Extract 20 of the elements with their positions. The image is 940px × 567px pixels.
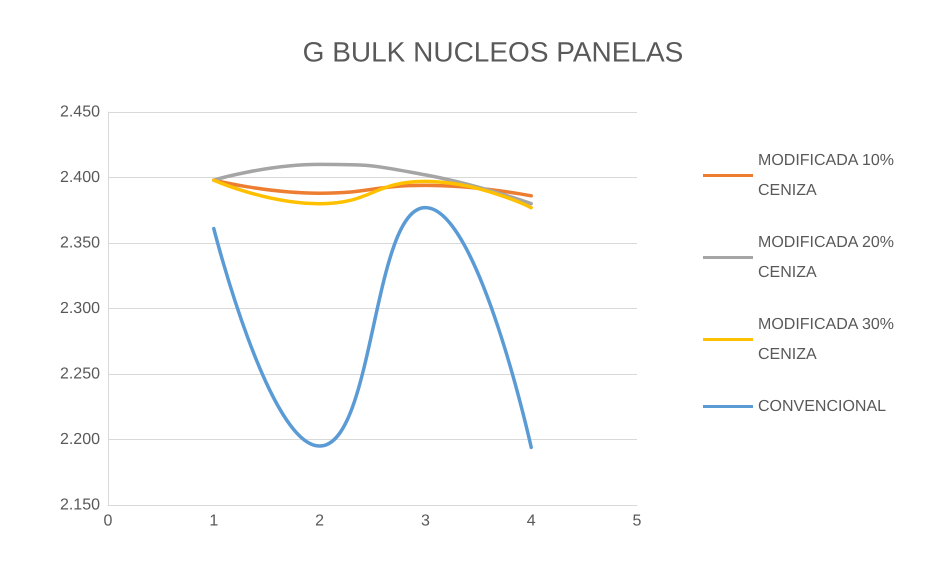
y-tick-label: 2.250 bbox=[60, 366, 100, 382]
y-tick-label: 2.400 bbox=[60, 169, 100, 186]
legend-label: MODIFICADA 10% CENIZA bbox=[758, 152, 898, 199]
x-tick-label: 3 bbox=[420, 512, 430, 530]
line-series bbox=[212, 206, 533, 450]
y-tick-label: 2.350 bbox=[60, 234, 100, 252]
legend-label: MODIFICADA 20% CENIZA bbox=[758, 234, 898, 281]
legend-label: CONVENCIONAL bbox=[758, 398, 886, 415]
chart-title: G BULK NUCLEOS PANELAS bbox=[302, 36, 684, 68]
x-tick-label: 5 bbox=[632, 512, 642, 530]
x-tick-label: 1 bbox=[209, 512, 218, 530]
y-tick-label: 2.450 bbox=[60, 104, 100, 120]
line-series bbox=[212, 178, 533, 210]
x-tick-label: 4 bbox=[526, 512, 536, 530]
x-tick-label: 2 bbox=[315, 512, 324, 530]
y-tick-label: 2.300 bbox=[60, 300, 100, 317]
y-tick-label: 2.150 bbox=[60, 496, 100, 514]
y-tick-label: 2.200 bbox=[60, 431, 100, 448]
legend-label: MODIFICADA 30% CENIZA bbox=[758, 316, 898, 363]
x-tick-label: 0 bbox=[104, 512, 113, 530]
